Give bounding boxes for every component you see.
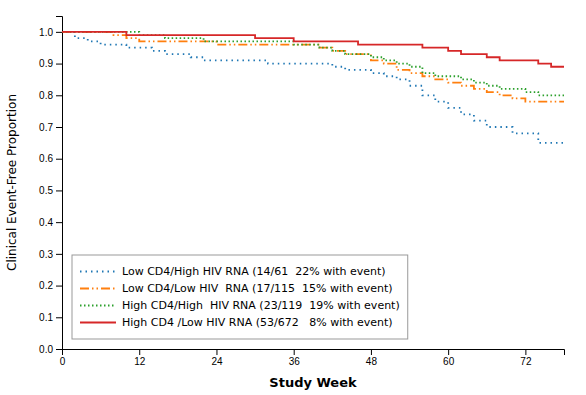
tick-mark	[371, 349, 372, 355]
tick: 12	[134, 349, 146, 367]
tick-label: 0.2	[39, 280, 53, 291]
tick: 60	[443, 349, 455, 367]
tick: 36	[289, 349, 301, 367]
tick-label: 0.8	[39, 90, 53, 101]
tick-label: 0.9	[39, 58, 53, 69]
survival-curve	[62, 32, 564, 95]
tick-label: 48	[366, 356, 378, 367]
tick: 0.7	[39, 122, 62, 133]
plot: 0 12 24 36 48 60 72 0.0 0.1 0.2 0.3 0.4 0.5 0.6 0.7 0.8…	[39, 17, 564, 368]
tick-mark	[139, 349, 140, 355]
axis-line	[63, 350, 565, 356]
survival-curve	[62, 32, 564, 102]
tick: 0.5	[39, 185, 62, 196]
tick-mark	[56, 286, 62, 287]
survival-curve	[62, 32, 564, 143]
tick-mark	[56, 159, 62, 160]
legend-label: Low CD4/Low HIV RNA (17/115 15% with eve…	[122, 282, 392, 295]
tick: 0.9	[39, 58, 62, 69]
tick-mark	[525, 349, 526, 355]
tick-label: 0.0	[39, 344, 53, 355]
tick-mark	[216, 349, 217, 355]
tick-mark	[56, 95, 62, 96]
tick: 0.3	[39, 249, 62, 260]
tick-mark	[448, 349, 449, 355]
tick-label: 0.5	[39, 185, 53, 196]
x-axis: 0 12 24 36 48 60 72	[60, 349, 565, 367]
y-axis-title: Clinical Event-Free Proportion	[5, 94, 19, 271]
tick-label: 36	[289, 356, 301, 367]
tick-mark	[56, 32, 62, 33]
tick: 0.6	[39, 153, 62, 164]
tick-label: 12	[134, 356, 146, 367]
legend-item: Low CD4/Low HIV RNA (17/115 15% with eve…	[80, 282, 392, 295]
tick-mark	[56, 254, 62, 255]
tick: 1.0	[39, 27, 62, 38]
legend-swatch	[80, 271, 116, 273]
legend-swatch	[80, 305, 116, 307]
legend-swatch	[80, 322, 116, 324]
y-axis: 0.0 0.1 0.2 0.3 0.4 0.5 0.6 0.7 0.8 0.9 1.0	[39, 17, 62, 355]
tick-label: 0	[60, 356, 66, 367]
tick-mark	[56, 64, 62, 65]
tick-mark	[56, 222, 62, 223]
lines	[62, 32, 564, 143]
tick-label: 0.7	[39, 122, 53, 133]
tick-label: 72	[520, 356, 532, 367]
legend-label: Low CD4/High HIV RNA (14/61 22% with eve…	[122, 265, 386, 278]
tick-mark	[56, 127, 62, 128]
tick: 48	[366, 349, 378, 367]
legend-box	[72, 255, 408, 339]
tick: 0.4	[39, 217, 62, 228]
x-axis-title: Study Week	[269, 375, 357, 390]
tick: 24	[211, 349, 223, 367]
tick-label: 60	[443, 356, 455, 367]
chart: 0 12 24 36 48 60 72 0.0 0.1 0.2 0.3 0.4 0.5 0.6 0.7 0.8…	[0, 0, 586, 395]
tick-label: 0.6	[39, 153, 53, 164]
tick-label: 0.4	[39, 217, 53, 228]
tick-mark	[56, 349, 62, 350]
legend: Low CD4/High HIV RNA (14/61 22% with eve…	[72, 255, 408, 339]
tick: 0	[60, 349, 66, 367]
tick-label: 0.1	[39, 312, 53, 323]
tick: 0.0	[39, 344, 62, 355]
legend-item: Low CD4/High HIV RNA (14/61 22% with eve…	[80, 265, 386, 278]
tick-mark	[56, 317, 62, 318]
legend-item: High CD4 /Low HIV RNA (53/672 8% with ev…	[80, 316, 393, 329]
legend-label: High CD4 /Low HIV RNA (53/672 8% with ev…	[122, 316, 393, 329]
tick: 72	[520, 349, 532, 367]
legend-label: High CD4/High HIV RNA (23/119 19% with e…	[122, 299, 400, 312]
tick: 0.2	[39, 280, 62, 291]
survival-curve	[62, 32, 564, 67]
tick: 0.1	[39, 312, 62, 323]
tick-mark	[56, 190, 62, 191]
tick-label: 0.3	[39, 249, 53, 260]
tick-label: 1.0	[39, 27, 53, 38]
axis-line	[56, 17, 63, 350]
tick-mark	[294, 349, 295, 355]
legend-swatch	[80, 288, 116, 290]
tick-label: 24	[211, 356, 223, 367]
tick: 0.8	[39, 90, 62, 101]
legend-item: High CD4/High HIV RNA (23/119 19% with e…	[80, 299, 400, 312]
